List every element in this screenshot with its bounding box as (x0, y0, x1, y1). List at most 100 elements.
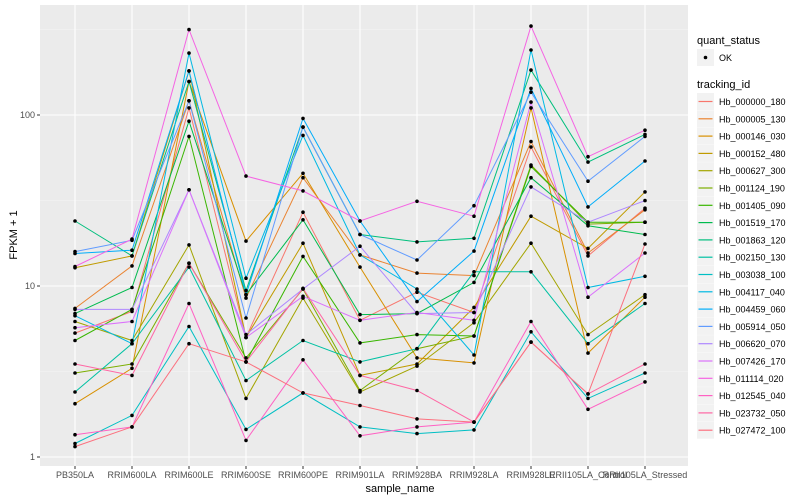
data-point-Hb_000627_300 (643, 292, 647, 297)
x-tick-label: RRIM928LE (506, 470, 555, 480)
data-point-Hb_027472_100 (415, 417, 419, 421)
data-point-Hb_004117_040 (244, 276, 248, 281)
data-point-Hb_004117_040 (472, 353, 476, 357)
legend-point-icon (703, 55, 708, 60)
data-point-Hb_005914_050 (415, 258, 419, 262)
data-point-Hb_001863_120 (187, 79, 191, 84)
data-point-Hb_001405_090 (643, 220, 647, 224)
data-point-Hb_007426_170 (415, 310, 419, 315)
x-axis-title: sample_name (365, 483, 434, 495)
data-point-Hb_012545_040 (244, 438, 248, 443)
data-point-Hb_001519_170 (130, 285, 134, 290)
data-point-Hb_005914_050 (586, 179, 590, 183)
legend-shape-title: quant_status (697, 35, 760, 47)
data-point-Hb_023732_050 (301, 286, 305, 291)
data-point-Hb_004117_040 (130, 341, 134, 346)
data-point-Hb_011114_020 (73, 264, 77, 269)
data-point-Hb_027472_100 (130, 425, 134, 429)
x-axis: PB350LA RRIM600LA RRIM600LE RRIM600SE RRIM60… (56, 466, 687, 480)
data-point-Hb_006620_070 (73, 307, 77, 312)
data-point-Hb_007426_170 (643, 251, 647, 255)
data-point-Hb_004459_060 (130, 248, 134, 252)
legend-color-title: tracking_id (697, 79, 750, 91)
data-point-Hb_006620_070 (244, 332, 248, 337)
data-point-Hb_003038_100 (73, 441, 77, 446)
data-point-Hb_002150_130 (529, 270, 533, 274)
y-axis: 1 10 100 (20, 110, 40, 462)
data-point-Hb_002150_130 (472, 270, 476, 274)
legend-label: Hb_000005_130 (719, 114, 786, 124)
data-point-Hb_001863_120 (586, 160, 590, 164)
legend-shape-label: OK (719, 53, 732, 63)
data-point-Hb_011114_020 (586, 154, 590, 159)
data-point-Hb_003038_100 (130, 413, 134, 418)
data-point-Hb_001124_190 (130, 362, 134, 366)
legend-label: Hb_001124_190 (719, 184, 785, 194)
data-point-Hb_000152_480 (586, 246, 590, 251)
data-point-Hb_004459_060 (472, 249, 476, 253)
legend-label: Hb_004117_040 (719, 287, 785, 297)
legend-label: Hb_001863_120 (719, 235, 786, 245)
data-point-Hb_005914_050 (643, 134, 647, 139)
legend-label: Hb_004459_060 (719, 305, 786, 315)
data-point-Hb_004459_060 (643, 159, 647, 163)
data-point-Hb_027472_100 (187, 341, 191, 346)
data-point-Hb_001519_170 (643, 232, 647, 237)
data-point-Hb_005914_050 (244, 316, 248, 320)
legend-label: Hb_001519_170 (719, 218, 786, 228)
data-point-Hb_001863_120 (529, 68, 533, 72)
data-point-Hb_002150_130 (415, 346, 419, 351)
data-point-Hb_002150_130 (73, 390, 77, 394)
legend-label: Hb_002150_130 (719, 253, 786, 263)
data-point-Hb_023732_050 (130, 373, 134, 378)
data-point-Hb_000005_130 (586, 251, 590, 255)
data-point-Hb_001519_170 (358, 312, 362, 317)
data-point-Hb_001863_120 (73, 219, 77, 223)
data-points (73, 24, 647, 449)
data-point-Hb_000005_130 (130, 264, 134, 268)
data-point-Hb_007426_170 (301, 294, 305, 299)
legend-label: Hb_012545_040 (719, 391, 786, 401)
data-point-Hb_027472_100 (244, 360, 248, 364)
data-point-Hb_011114_020 (472, 214, 476, 218)
data-point-Hb_027472_100 (586, 392, 590, 396)
data-point-Hb_000146_030 (73, 401, 77, 406)
data-point-Hb_001405_090 (415, 332, 419, 337)
data-point-Hb_011114_020 (358, 219, 362, 223)
data-point-Hb_004459_060 (529, 86, 533, 91)
data-point-Hb_004459_060 (415, 299, 419, 304)
data-point-Hb_000146_030 (244, 239, 248, 243)
data-point-Hb_001519_170 (472, 280, 476, 285)
x-tick-label: PB350LA (56, 470, 94, 480)
legend-label: Hb_007426_170 (719, 357, 786, 367)
data-point-Hb_000146_030 (415, 356, 419, 360)
data-point-Hb_001124_190 (244, 356, 248, 360)
data-point-Hb_007426_170 (73, 325, 77, 330)
data-point-Hb_004117_040 (586, 285, 590, 290)
data-point-Hb_001405_090 (358, 341, 362, 345)
data-point-Hb_000146_030 (358, 265, 362, 269)
data-point-Hb_006620_070 (358, 244, 362, 248)
data-point-Hb_011114_020 (529, 24, 533, 28)
x-tick-label: RRIM600LA (107, 470, 156, 480)
legend-label: Hb_000152_480 (719, 149, 786, 159)
data-point-Hb_000005_130 (472, 273, 476, 278)
x-tick-label: RRII105LA_Stressed (603, 470, 688, 480)
data-point-Hb_002150_130 (643, 301, 647, 306)
data-point-Hb_027472_100 (529, 340, 533, 344)
data-point-Hb_000627_300 (73, 319, 77, 324)
legend-label: Hb_011114_020 (719, 374, 784, 384)
data-point-Hb_027472_100 (472, 420, 476, 424)
data-point-Hb_006620_070 (586, 220, 590, 224)
x-tick-label: RRIM600PE (278, 470, 328, 480)
data-point-Hb_003038_100 (358, 425, 362, 429)
data-point-Hb_002150_130 (586, 341, 590, 346)
data-point-Hb_000000_180 (73, 331, 77, 335)
data-point-Hb_012545_040 (643, 380, 647, 384)
data-point-Hb_003038_100 (643, 371, 647, 375)
data-point-Hb_027472_100 (301, 391, 305, 395)
data-point-Hb_002150_130 (244, 378, 248, 383)
data-point-Hb_012545_040 (73, 432, 77, 437)
data-point-Hb_005914_050 (472, 203, 476, 208)
